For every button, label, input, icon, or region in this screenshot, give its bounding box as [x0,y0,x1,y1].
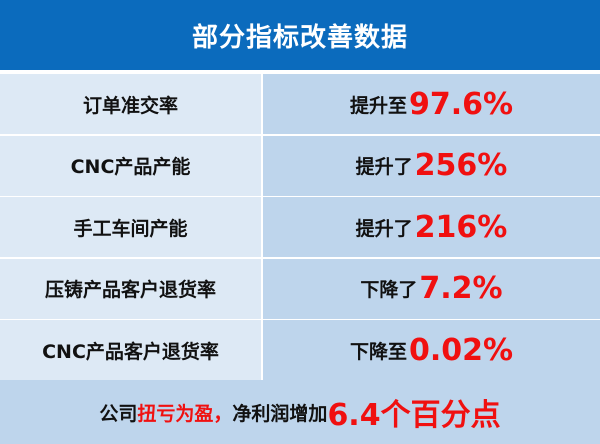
metric-result: 下降至 0.02% [263,320,600,380]
footer-value: 6.4个百分点 [327,398,501,433]
metric-label: 订单准交率 [0,74,261,134]
metric-value: 0.02% [408,332,514,368]
metric-change: 下降了 [360,279,418,301]
metric-label: 压铸产品客户退货率 [0,258,261,319]
table-row: CNC产品产能 提升了 256% [0,135,600,196]
page-title: 部分指标改善数据 [0,0,600,70]
metric-change: 提升了 [355,156,413,178]
metric-change: 下降至 [349,340,407,363]
table-row: 手工车间产能 提升了 216% [0,197,600,257]
footer-highlight: 扭亏为盈， [137,402,233,425]
footer-middle: 净利润增加 [232,402,328,425]
metrics-table: 订单准交率 提升至 97.6% CNC产品产能 提升了 256% 手工车间产能 提升… [0,74,600,382]
metric-change: 提升了 [355,217,413,240]
footer-prefix: 公司 [99,402,138,425]
table-row: 订单准交率 提升至 97.6% [0,74,600,134]
metric-label: CNC产品客户退货率 [0,320,261,380]
table-row: CNC产品客户退货率 下降至 0.02% [0,320,600,380]
metric-result: 下降了 7.2% [263,258,600,319]
metric-change: 提升至 [349,94,407,117]
metric-result: 提升了 256% [263,135,600,196]
metric-value: 97.6% [408,86,514,122]
metric-value: 7.2% [419,271,503,306]
metric-label: CNC产品产能 [0,135,261,196]
summary-footer: 公司 扭亏为盈， 净利润增加 6.4个百分点 [0,380,600,444]
metric-result: 提升了 216% [263,197,600,257]
metric-value: 216% [414,209,508,245]
metric-label: 手工车间产能 [0,197,261,257]
metric-result: 提升至 97.6% [263,74,600,134]
metric-value: 256% [414,148,508,183]
table-row: 压铸产品客户退货率 下降了 7.2% [0,258,600,319]
